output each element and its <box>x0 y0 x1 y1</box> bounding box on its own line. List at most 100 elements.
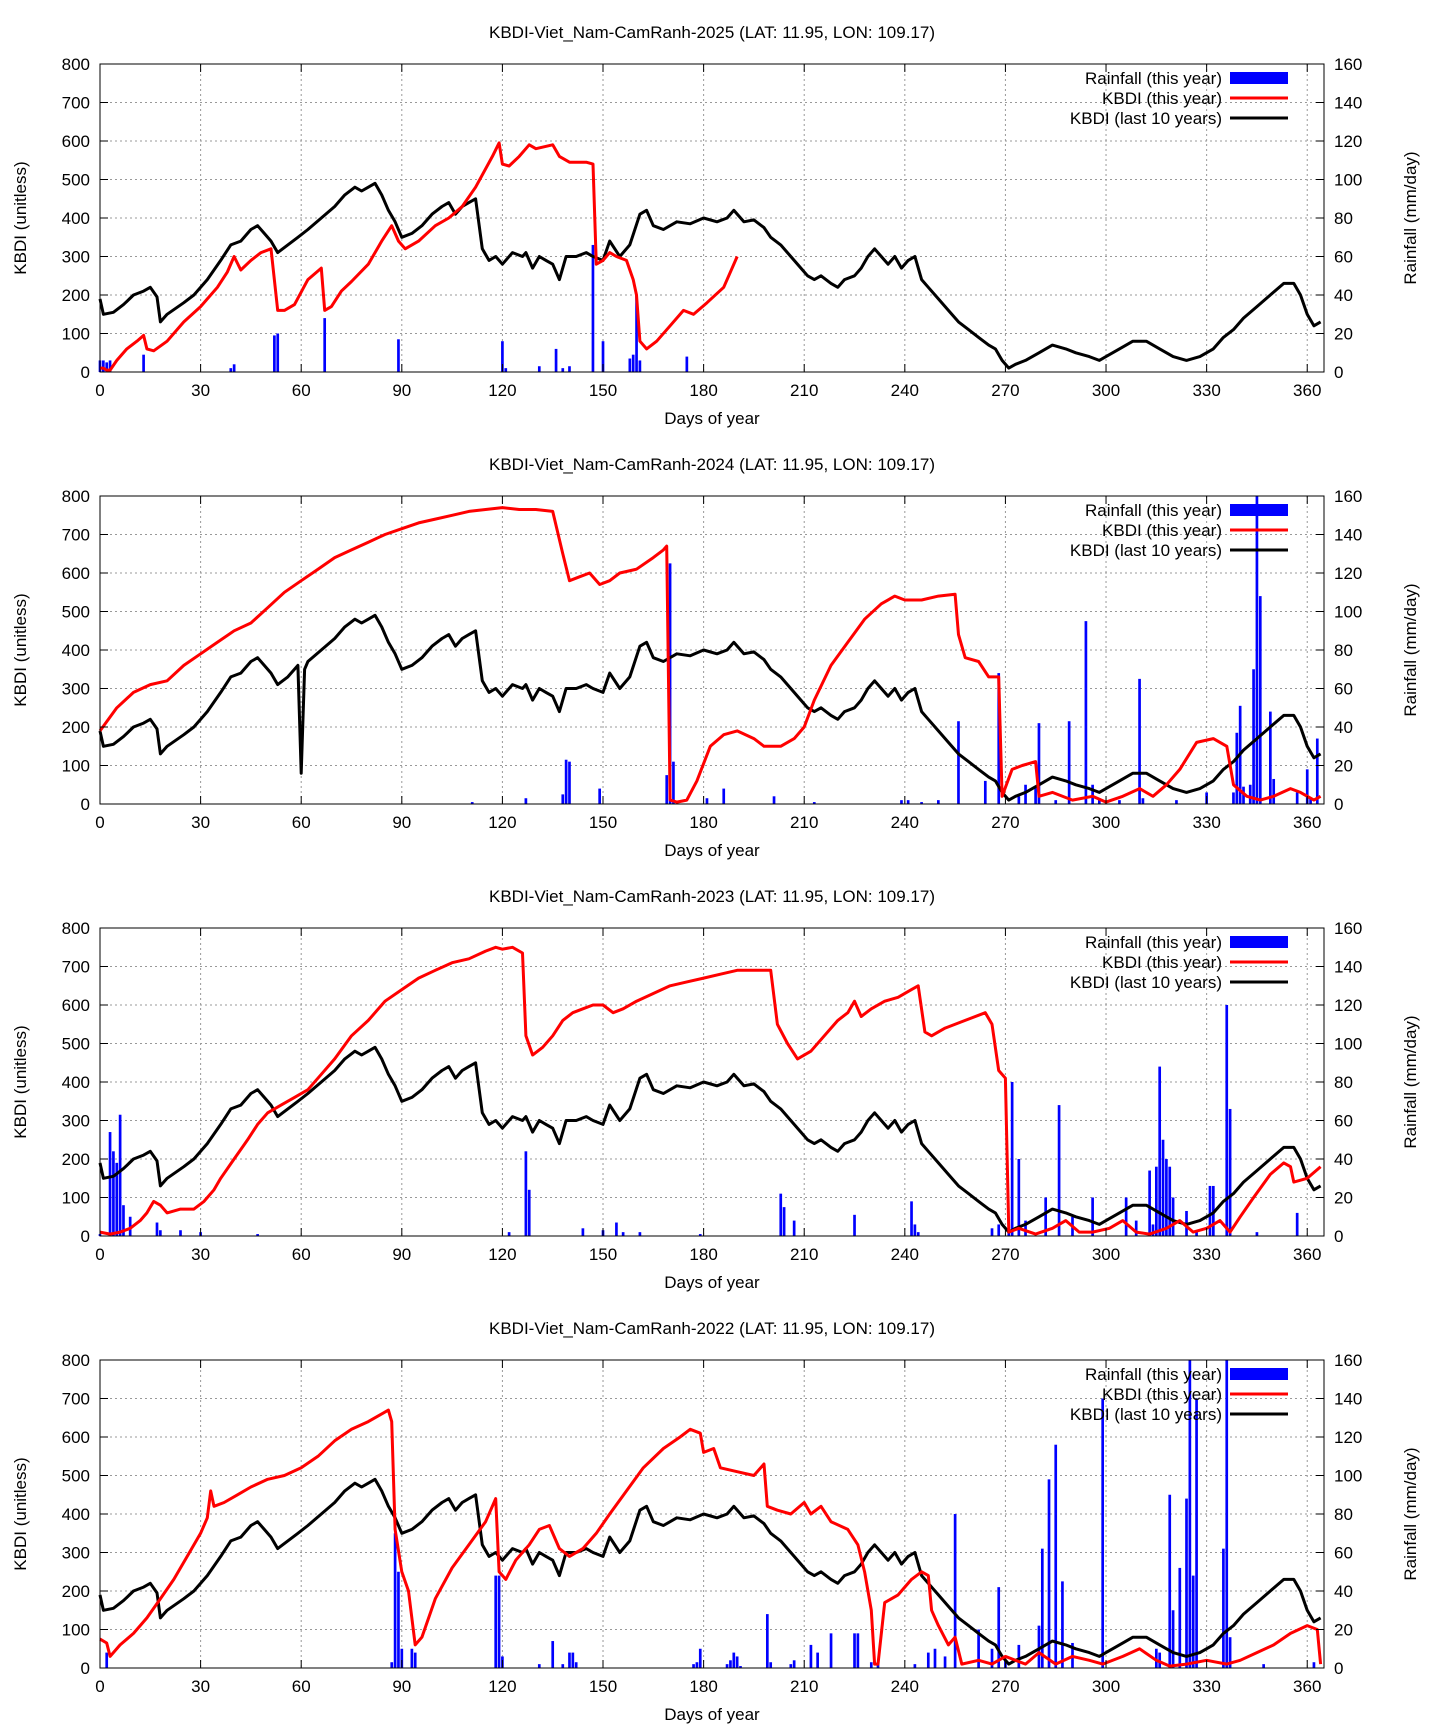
y-tick-label-left: 100 <box>62 757 90 776</box>
y-tick-label-left: 700 <box>62 1390 90 1409</box>
x-tick-label: 330 <box>1192 1245 1220 1264</box>
rainfall-bar <box>1154 1648 1158 1668</box>
rainfall-bar <box>118 1114 122 1236</box>
rainfall-bar <box>273 335 276 372</box>
x-axis-label: Days of year <box>664 409 760 428</box>
y-tick-label-left: 600 <box>62 1428 90 1447</box>
x-tick-label: 90 <box>392 381 411 400</box>
x-tick-label: 210 <box>790 381 818 400</box>
rainfall-bar <box>108 360 112 372</box>
rainfall-bar <box>1208 1185 1212 1236</box>
rainfall-bar <box>906 800 910 804</box>
x-tick-label: 360 <box>1293 1677 1321 1696</box>
y-tick-label-right: 60 <box>1334 1112 1353 1131</box>
rainfall-bar <box>685 356 689 372</box>
y-tick-label-right: 80 <box>1334 641 1353 660</box>
rainfall-bar <box>1040 1548 1044 1668</box>
y-tick-label-left: 600 <box>62 132 90 151</box>
x-tick-label: 270 <box>991 1245 1019 1264</box>
y-tick-label-left: 100 <box>62 1621 90 1640</box>
legend-label: KBDI (this year) <box>1102 89 1222 108</box>
rainfall-bar <box>1024 1220 1027 1236</box>
y-tick-label-left: 800 <box>62 1351 90 1370</box>
rainfall-bar <box>561 368 565 372</box>
y-tick-label-right: 60 <box>1334 680 1353 699</box>
rainfall-bar <box>397 1571 400 1668</box>
x-tick-label: 90 <box>392 1245 411 1264</box>
y-tick-label-right: 140 <box>1334 1390 1362 1409</box>
rainfall-bar <box>910 1201 913 1236</box>
y-tick-label-right: 160 <box>1334 1351 1362 1370</box>
legend-label: KBDI (this year) <box>1102 1385 1222 1404</box>
x-tick-label: 360 <box>1293 1245 1321 1264</box>
y-tick-label-right: 60 <box>1334 248 1353 267</box>
rainfall-bar <box>621 1232 625 1236</box>
rainfall-bar <box>1017 1159 1021 1236</box>
rainfall-bar <box>497 1575 501 1668</box>
rainfall-bar <box>913 1664 917 1668</box>
rainfall-bar <box>665 775 669 804</box>
x-tick-label: 150 <box>589 381 617 400</box>
legend-label: KBDI (last 10 years) <box>1070 1405 1222 1424</box>
rainfall-bar <box>1047 1479 1051 1668</box>
x-tick-label: 90 <box>392 1677 411 1696</box>
legend-label: KBDI (this year) <box>1102 521 1222 540</box>
y-tick-label-right: 140 <box>1334 526 1362 545</box>
y-tick-label-left: 300 <box>62 1544 90 1563</box>
rainfall-bar <box>142 354 145 372</box>
rainfall-bar <box>568 761 571 804</box>
rainfall-bar <box>735 1656 739 1668</box>
legend-swatch-rainfall <box>1230 72 1288 84</box>
legend-label: KBDI (this year) <box>1102 953 1222 972</box>
x-tick-label: 180 <box>689 1245 717 1264</box>
x-tick-label: 120 <box>488 813 516 832</box>
rainfall-bar <box>732 1652 736 1668</box>
rainfall-bar <box>1037 723 1041 804</box>
y-tick-label-left: 100 <box>62 325 90 344</box>
rainfall-bar <box>1168 1166 1172 1236</box>
rainfall-bar <box>112 1151 115 1236</box>
rainfall-bar <box>782 1207 786 1236</box>
x-tick-label: 360 <box>1293 381 1321 400</box>
rainfall-bar <box>916 1232 920 1236</box>
x-tick-label: 270 <box>991 813 1019 832</box>
legend-swatch-rainfall <box>1230 936 1288 948</box>
x-tick-label: 270 <box>991 1677 1019 1696</box>
y-tick-label-left: 200 <box>62 1150 90 1169</box>
y-tick-label-right: 100 <box>1334 603 1362 622</box>
rainfall-bar <box>990 1648 994 1668</box>
y-tick-label-left: 100 <box>62 1189 90 1208</box>
rainfall-bar <box>470 802 474 804</box>
kbdi-last-10-years-line <box>98 1045 1322 1234</box>
rainfall-bar <box>1067 721 1071 804</box>
x-tick-label: 300 <box>1092 1677 1120 1696</box>
y-tick-label-right: 0 <box>1334 795 1343 814</box>
y-tick-label-right: 160 <box>1334 55 1362 74</box>
rainfall-bar <box>527 1189 531 1236</box>
y-tick-label-right: 120 <box>1334 996 1362 1015</box>
rainfall-bar <box>1024 784 1027 804</box>
rainfall-bar <box>1225 1005 1229 1236</box>
rainfall-bar <box>1309 798 1312 804</box>
y-tick-label-left: 0 <box>81 363 90 382</box>
x-tick-label: 240 <box>891 1245 919 1264</box>
x-tick-label: 240 <box>891 381 919 400</box>
y-tick-label-left: 400 <box>62 641 90 660</box>
y-tick-label-right: 20 <box>1334 325 1353 344</box>
rainfall-bar <box>564 759 568 804</box>
rainfall-bar <box>638 1232 642 1236</box>
y-tick-label-right: 40 <box>1334 718 1353 737</box>
rainfall-bar <box>1175 800 1178 804</box>
y-tick-label-left: 400 <box>62 1505 90 1524</box>
rainfall-bar <box>1188 1360 1192 1668</box>
rainfall-bar <box>869 1662 873 1668</box>
y-tick-label-left: 300 <box>62 680 90 699</box>
rainfall-bar <box>1269 711 1272 804</box>
rainfall-bar <box>568 1652 571 1668</box>
rainfall-bar <box>977 1629 980 1668</box>
y-axis-label-left: KBDI (unitless) <box>11 161 30 274</box>
x-tick-label: 30 <box>191 813 210 832</box>
y-tick-label-right: 160 <box>1334 919 1362 938</box>
chart-title: KBDI-Viet_Nam-CamRanh-2023 (LAT: 11.95, … <box>489 887 935 906</box>
rainfall-bar <box>765 1614 769 1668</box>
